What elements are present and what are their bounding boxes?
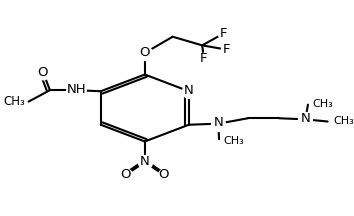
- Text: F: F: [220, 27, 227, 40]
- Text: F: F: [200, 52, 207, 65]
- Text: O: O: [37, 65, 47, 79]
- Text: N: N: [140, 155, 150, 168]
- Text: CH₃: CH₃: [313, 99, 333, 109]
- Text: NH: NH: [67, 83, 87, 96]
- Text: O: O: [120, 168, 131, 181]
- Text: O: O: [159, 168, 169, 181]
- Text: F: F: [223, 43, 230, 56]
- Text: N: N: [301, 112, 310, 125]
- Text: CH₃: CH₃: [223, 136, 244, 146]
- Text: CH₃: CH₃: [3, 95, 25, 108]
- Text: O: O: [139, 46, 150, 59]
- Text: N: N: [214, 116, 224, 129]
- Text: N: N: [184, 84, 194, 97]
- Text: CH₃: CH₃: [333, 116, 354, 127]
